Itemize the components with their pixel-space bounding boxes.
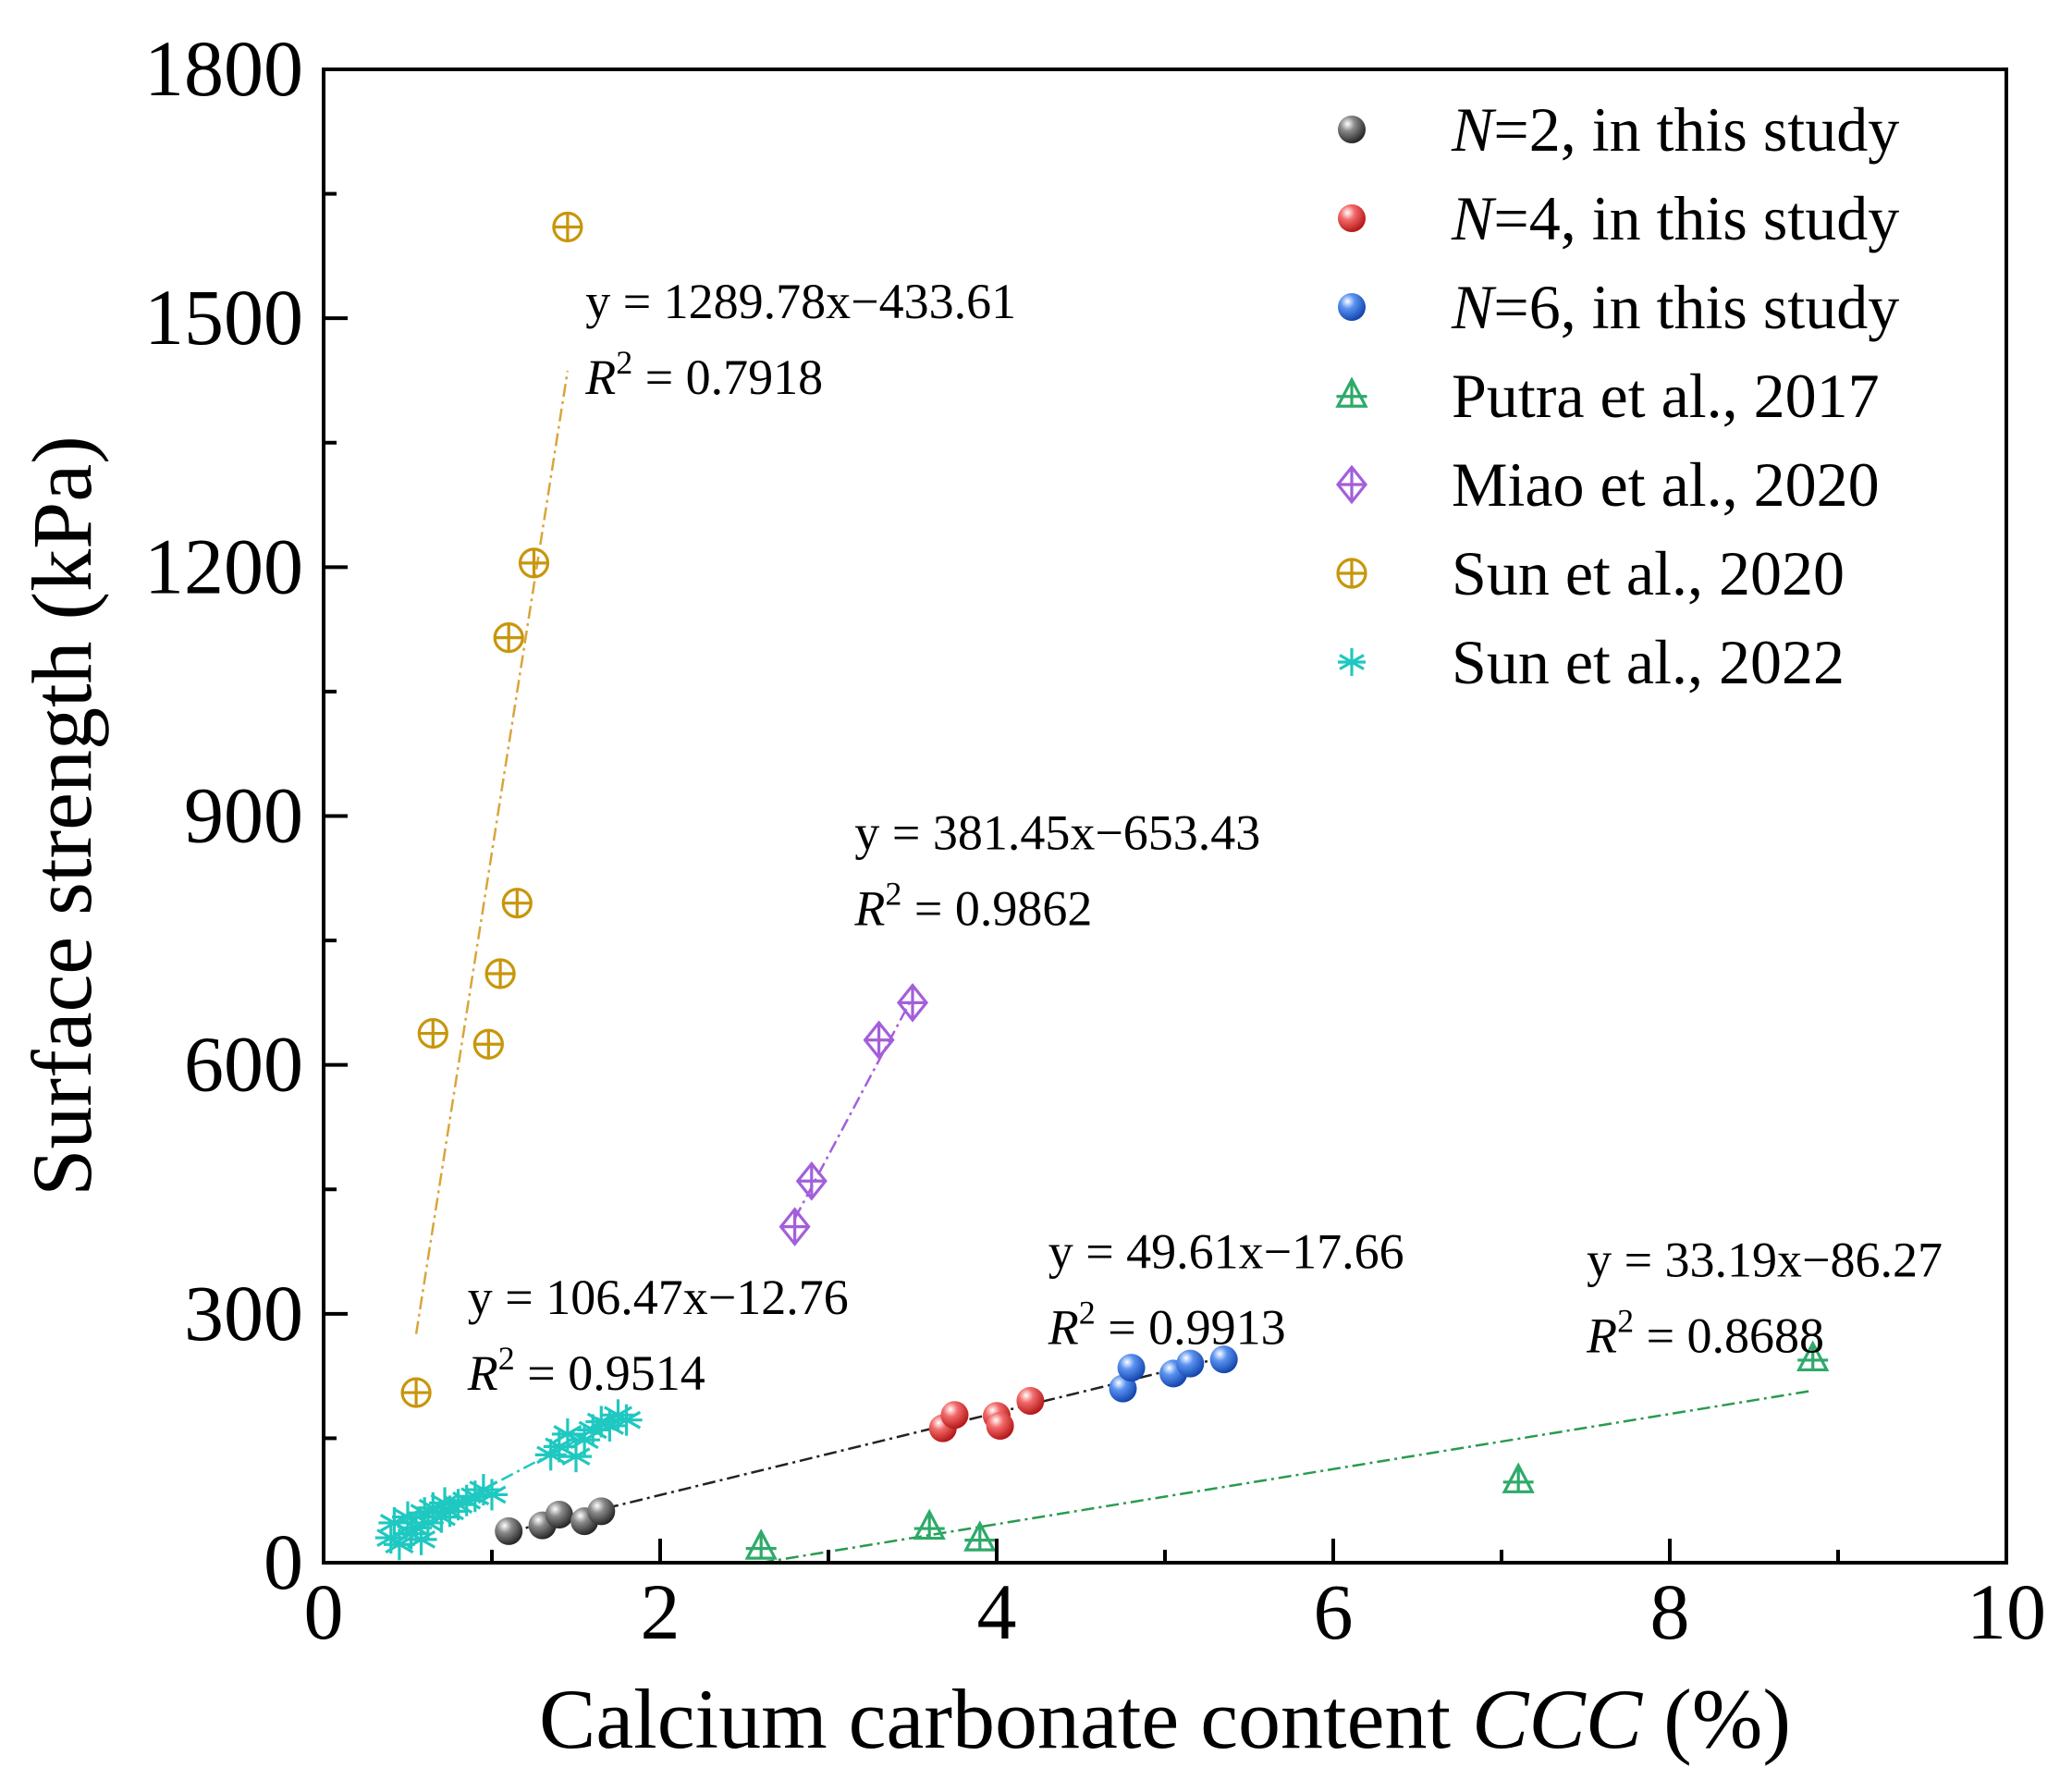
legend-entry: N=2, in this study	[1338, 94, 1899, 165]
data-point	[1176, 1349, 1205, 1378]
legend-entry: N=4, in this study	[1338, 183, 1899, 253]
data-points	[374, 211, 1830, 1561]
y-axis-title: Surface strength (kPa)	[15, 436, 109, 1197]
legend-entry: Sun et al., 2020	[1336, 538, 1845, 608]
y-tick-label: 600	[184, 1020, 303, 1109]
x-tick-label: 0	[304, 1567, 344, 1656]
fit-r-squared: R2 = 0.9862	[853, 875, 1092, 936]
legend-marker	[1335, 464, 1368, 505]
data-point	[501, 888, 533, 919]
fit-r-squared: R2 = 0.9514	[467, 1340, 705, 1401]
fit-r-squared: R2 = 0.8688	[1586, 1302, 1824, 1363]
data-point	[795, 1160, 828, 1201]
data-point	[940, 1401, 969, 1430]
legend-marker	[1338, 293, 1366, 321]
legend-entry: Putra et al., 2017	[1335, 361, 1880, 431]
legend: N=2, in this study N=4, in this study N=6,…	[1335, 94, 1899, 697]
data-point	[518, 547, 550, 579]
fit-line	[760, 1389, 1813, 1565]
data-point	[545, 1500, 573, 1528]
fit-equation-label: y = 106.47x−12.76 R2 = 0.9514	[467, 1270, 849, 1401]
fit-equation: y = 49.61x−17.66	[1048, 1223, 1404, 1279]
data-point	[1796, 1340, 1830, 1372]
data-point	[476, 1479, 508, 1511]
y-tick-label: 900	[184, 771, 303, 860]
data-point	[552, 211, 583, 243]
legend-label: Sun et al., 2022	[1452, 627, 1845, 697]
legend-label: N=6, in this study	[1451, 272, 1899, 342]
fit-equation-label: y = 49.61x−17.66 R2 = 0.9913	[1048, 1223, 1404, 1355]
axis-ticks: 0 2 4 6 8 10 0 300 600 900 1200 1500 1800	[144, 24, 2046, 1656]
data-point	[1502, 1462, 1535, 1493]
fit-equation: y = 1289.78x−433.61	[585, 274, 1016, 329]
y-tick-label: 1800	[144, 24, 303, 113]
data-point	[863, 1020, 895, 1061]
data-point	[896, 983, 929, 1023]
data-point	[417, 1017, 448, 1050]
legend-entry: N=6, in this study	[1338, 272, 1899, 342]
legend-label: Putra et al., 2017	[1452, 361, 1880, 431]
y-tick-label: 300	[184, 1269, 303, 1357]
data-point	[472, 1028, 504, 1060]
data-point	[610, 1404, 643, 1436]
data-point	[986, 1411, 1014, 1440]
fit-equation: y = 381.45x−653.43	[854, 804, 1260, 860]
y-tick-label: 1200	[144, 522, 303, 610]
legend-label: Miao et al., 2020	[1452, 449, 1880, 520]
legend-marker	[1338, 204, 1366, 232]
fit-r-squared: R2 = 0.7918	[584, 344, 823, 405]
data-point	[405, 1523, 437, 1555]
legend-marker	[1336, 558, 1367, 589]
legend-marker	[1335, 376, 1368, 408]
legend-label: N=4, in this study	[1451, 183, 1899, 253]
fit-equation-label: y = 1289.78x−433.61 R2 = 0.7918	[584, 274, 1016, 405]
data-point	[400, 1377, 432, 1408]
fit-line	[414, 370, 570, 1334]
data-point	[1016, 1387, 1045, 1416]
fit-r-squared: R2 = 0.9913	[1048, 1294, 1286, 1355]
fit-annotations: y = 1289.78x−433.61 R2 = 0.7918 y = 381.45…	[467, 274, 1943, 1401]
data-point	[484, 958, 516, 989]
data-point	[495, 1516, 523, 1545]
legend-marker	[1338, 648, 1366, 676]
legend-entry: Sun et al., 2022	[1338, 627, 1845, 697]
fit-equation-label: y = 33.19x−86.27 R2 = 0.8688	[1586, 1232, 1943, 1363]
legend-label: Sun et al., 2020	[1452, 538, 1845, 608]
x-tick-label: 2	[641, 1567, 680, 1656]
data-point	[1109, 1374, 1137, 1403]
data-point	[779, 1207, 811, 1246]
legend-marker	[1338, 116, 1366, 143]
x-axis-title: Calcium carbonate content CCC (%)	[539, 1672, 1791, 1766]
fit-equation: y = 106.47x−12.76	[468, 1270, 849, 1325]
y-tick-label: 1500	[144, 273, 303, 362]
data-point	[963, 1520, 997, 1552]
legend-entry: Miao et al., 2020	[1335, 449, 1880, 520]
data-point	[551, 1418, 583, 1450]
data-point	[1209, 1345, 1238, 1374]
data-point	[587, 1497, 616, 1526]
data-point	[493, 621, 524, 654]
data-point	[913, 1508, 946, 1541]
x-tick-label: 8	[1650, 1567, 1690, 1656]
x-tick-label: 4	[977, 1567, 1017, 1656]
data-point	[744, 1528, 778, 1560]
x-tick-label: 6	[1314, 1567, 1354, 1656]
data-point	[1117, 1354, 1146, 1382]
fit-line	[508, 1356, 1224, 1534]
x-tick-label: 10	[1967, 1567, 2046, 1656]
fit-line	[793, 996, 914, 1220]
y-tick-label: 0	[264, 1517, 303, 1606]
fit-equation-label: y = 381.45x−653.43 R2 = 0.9862	[853, 804, 1260, 936]
fit-equation: y = 33.19x−86.27	[1587, 1232, 1943, 1287]
legend-label: N=2, in this study	[1451, 94, 1899, 165]
